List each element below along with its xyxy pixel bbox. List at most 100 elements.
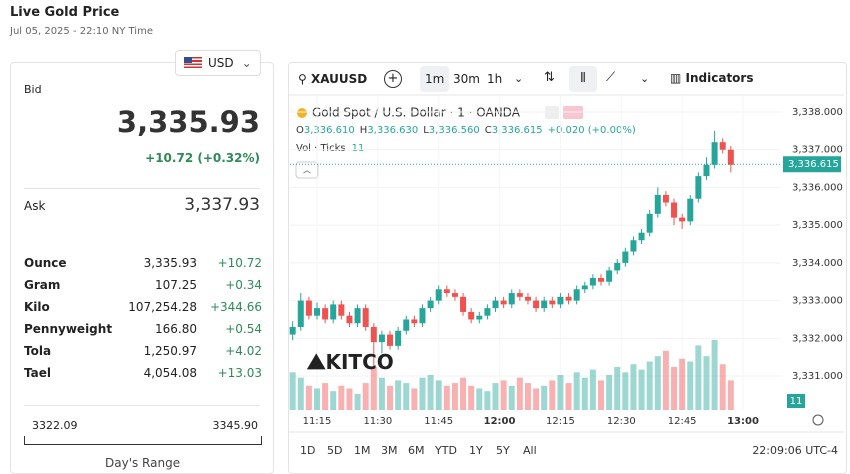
- collapse-button[interactable]: [295, 161, 319, 179]
- volume-bar: [598, 380, 604, 410]
- hide-button[interactable]: [545, 106, 559, 119]
- candle-body: [330, 304, 337, 320]
- add-symbol[interactable]: +: [384, 70, 402, 88]
- clock: 22:09:06 UTC-4: [752, 444, 838, 457]
- candle-body: [581, 285, 588, 290]
- unit-row: Ounce 3,335.93 +10.72: [24, 256, 262, 274]
- candle-body: [435, 289, 442, 301]
- x-tick-label: 13:00: [727, 416, 759, 427]
- settings-button[interactable]: [563, 106, 583, 119]
- ohlc-key: O: [296, 125, 304, 136]
- unit-name: Tael: [24, 366, 51, 380]
- gold-icon: [297, 108, 307, 118]
- candle-body: [533, 300, 540, 309]
- currency: USD: [208, 56, 234, 70]
- candle-body: [289, 327, 296, 335]
- volume-bar: [427, 375, 434, 410]
- volume-bar: [573, 372, 580, 410]
- volume-bar: [622, 372, 629, 410]
- indicators-button[interactable]: ▥ Indicators: [670, 71, 754, 85]
- volume-bar: [727, 380, 734, 410]
- ask-label: Ask: [24, 199, 46, 213]
- volume-bar: [662, 350, 669, 410]
- volume-bar: [654, 356, 661, 410]
- range-bar: [24, 436, 262, 445]
- date: Jul 05, 2025 - 22:10 NY Time: [10, 26, 153, 37]
- candle-body: [354, 308, 361, 324]
- period-button[interactable]: 3M: [381, 444, 398, 457]
- y-tick-label: 3,335.000: [792, 220, 843, 231]
- volume-bar: [533, 388, 540, 410]
- candle-body: [654, 194, 661, 214]
- volume-label: 11: [790, 396, 803, 407]
- candle-body: [411, 319, 418, 324]
- unit-price: 166.80: [155, 322, 197, 336]
- volume-bar: [687, 361, 694, 410]
- bid-change: +10.72 (+0.32%): [145, 151, 260, 165]
- volume-bar: [289, 372, 296, 410]
- last-price-box: [783, 156, 841, 173]
- candle-body: [403, 319, 410, 331]
- period-button[interactable]: 5D: [327, 444, 342, 457]
- candle-body: [573, 289, 580, 301]
- candle-body: [719, 142, 726, 150]
- interval-menu[interactable]: ⌄: [514, 72, 524, 85]
- area-style[interactable]: ⟋: [606, 70, 616, 85]
- volume-bar: [354, 393, 361, 410]
- page-title: Live Gold Price: [10, 5, 120, 20]
- ohlc-value: 3,336.560: [429, 125, 480, 136]
- volume-bar: [679, 358, 686, 410]
- volume-bar: [508, 385, 515, 410]
- volume-bar: [370, 366, 377, 410]
- vol-text: Vol · Ticks: [296, 143, 346, 154]
- candle-body: [419, 308, 426, 324]
- period-button[interactable]: 1D: [300, 444, 315, 457]
- volume-bar: [338, 385, 345, 410]
- candle-body: [370, 327, 377, 343]
- period-button[interactable]: YTD: [434, 444, 457, 457]
- volume-bar: [500, 380, 507, 410]
- volume-box: [787, 394, 805, 408]
- period-button[interactable]: 1Y: [469, 444, 483, 457]
- vol-label: Vol · Ticks 11: [296, 143, 364, 154]
- interval-button[interactable]: 1h: [487, 72, 503, 86]
- candle-style[interactable]: ⫴: [569, 66, 597, 92]
- bid-price: 3,335.93: [116, 105, 260, 139]
- volume-bar: [581, 377, 588, 410]
- volume-bar: [638, 369, 645, 410]
- candle-body: [541, 300, 548, 309]
- volume-bar: [541, 385, 548, 410]
- bar-style[interactable]: ⇅: [544, 70, 555, 85]
- period-button[interactable]: 6M: [408, 444, 425, 457]
- candle-body: [460, 296, 467, 312]
- candle-body: [711, 142, 718, 165]
- y-tick-label: 3,337.000: [792, 145, 843, 156]
- period-button[interactable]: 5Y: [496, 444, 510, 457]
- interval-button[interactable]: 30m: [453, 72, 480, 86]
- currency-select[interactable]: USD ⌄: [175, 50, 261, 76]
- flag: [184, 57, 202, 68]
- period-button[interactable]: 1M: [354, 444, 371, 457]
- y-tick-label: 3,332.000: [792, 333, 843, 344]
- period-button[interactable]: All: [523, 444, 537, 457]
- candle-body: [524, 296, 531, 301]
- candle-body: [516, 293, 523, 297]
- candle-body: [492, 300, 499, 309]
- volume-bar: [346, 388, 353, 410]
- symbol-text: XAUUSD: [310, 72, 368, 86]
- interval-button[interactable]: 1m: [420, 66, 450, 92]
- volume-bar: [711, 340, 718, 410]
- candle-body: [443, 289, 450, 294]
- watermark-text: KITCO: [325, 350, 393, 374]
- volume-bar: [671, 366, 678, 410]
- ohlc-key: C: [485, 125, 492, 136]
- range-high: 3345.90: [212, 419, 259, 432]
- candle-body: [679, 217, 686, 222]
- style-menu[interactable]: ⌄: [640, 72, 650, 85]
- divider: [24, 405, 260, 406]
- settings-icon[interactable]: [812, 414, 824, 426]
- unit-row: Pennyweight 166.80 +0.54: [24, 322, 262, 340]
- candle-body: [662, 194, 669, 203]
- symbol[interactable]: ⚲ XAUUSD: [298, 72, 368, 86]
- unit-change: +4.02: [225, 344, 262, 358]
